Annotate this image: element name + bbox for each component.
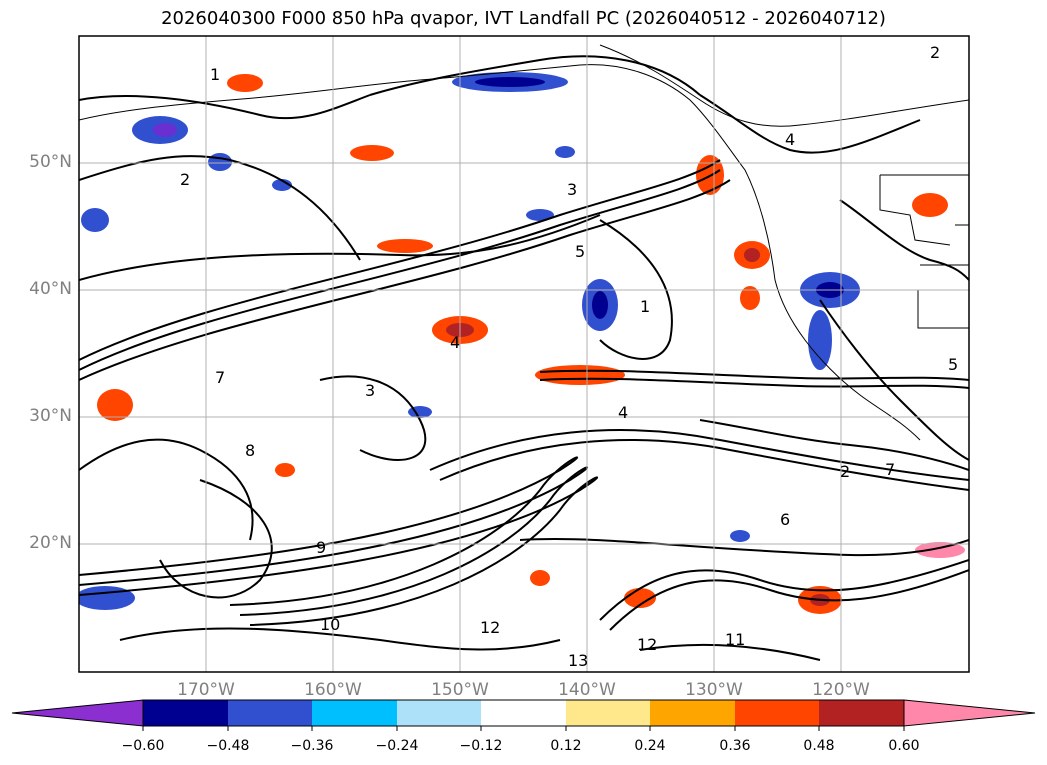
contour-label: 10 — [320, 615, 340, 634]
lon-label-170w: 170°W — [177, 680, 235, 700]
contour-label: 2 — [840, 462, 850, 481]
contour-label: 5 — [948, 355, 958, 374]
contour-labels: 2 1 3 5 4 7 6 9 8 10 11 12 13 2 3 4 1 2 … — [180, 43, 958, 670]
contour-label: 4 — [450, 333, 460, 352]
colorbar-segment — [312, 700, 397, 726]
colorbar-segment — [397, 700, 481, 726]
map-title: 2026040300 F000 850 hPa qvapor, IVT Land… — [161, 8, 886, 29]
colorbar-tick-label: −0.48 — [206, 738, 250, 754]
lon-label-140w: 140°W — [558, 680, 616, 700]
lat-label-50n: 50°N — [29, 152, 72, 172]
contour-label: 12 — [480, 618, 500, 637]
lat-label-40n: 40°N — [29, 279, 72, 299]
colorbar-segment — [566, 700, 650, 726]
lat-label-20n: 20°N — [29, 533, 72, 553]
map-background — [79, 36, 969, 672]
colorbar-tick-label: −0.36 — [290, 738, 334, 754]
coastlines — [79, 44, 969, 441]
colorbar-segment — [819, 700, 904, 726]
contour-label: 12 — [637, 635, 657, 654]
lon-label-130w: 130°W — [685, 680, 743, 700]
contour-label: 1 — [640, 297, 650, 316]
colorbar-tick-label: 0.48 — [803, 738, 835, 754]
contour-label: 7 — [885, 460, 895, 479]
colorbar-tick-label: 0.24 — [634, 738, 666, 754]
colorbar-segment — [228, 700, 312, 726]
colorbar — [11, 699, 1036, 731]
colorbar-segment — [143, 700, 228, 726]
contour-label: 6 — [780, 510, 790, 529]
contour-label: 7 — [215, 368, 225, 387]
contour-label: 13 — [568, 651, 588, 670]
colorbar-tick-label: −0.24 — [375, 738, 419, 754]
contour-label: 3 — [567, 180, 577, 199]
contour-label: 9 — [316, 538, 326, 557]
lon-label-120w: 120°W — [812, 680, 870, 700]
gridlines — [79, 36, 969, 672]
ivt-contours — [79, 55, 969, 661]
colorbar-extend-left — [11, 699, 144, 727]
colorbar-segment — [481, 700, 566, 726]
contour-label: 4 — [618, 403, 628, 422]
colorbar-tick-label: 0.60 — [888, 738, 920, 754]
colorbar-segment — [650, 700, 735, 726]
map-layers: 2 1 3 5 4 7 6 9 8 10 11 12 13 2 3 4 1 2 … — [79, 36, 969, 672]
lon-label-150w: 150°W — [431, 680, 489, 700]
colorbar-segment — [735, 700, 819, 726]
contour-label: 11 — [725, 630, 745, 649]
colorbar-extend-right — [903, 699, 1036, 727]
contour-label: 8 — [245, 441, 255, 460]
colorbar-tick-label: 0.36 — [719, 738, 751, 754]
lat-label-30n: 30°N — [29, 406, 72, 426]
contour-label: 1 — [210, 65, 220, 84]
map-frame — [78, 35, 970, 673]
lon-label-160w: 160°W — [304, 680, 362, 700]
colorbar-tick-label: −0.12 — [459, 738, 503, 754]
contour-label: 3 — [365, 381, 375, 400]
contour-label: 5 — [575, 242, 585, 261]
contour-label: 2 — [930, 43, 940, 62]
contour-label: 4 — [785, 130, 795, 149]
colorbar-tick-label: 0.12 — [550, 738, 582, 754]
colorbar-tick-label: −0.60 — [121, 738, 165, 754]
contour-label: 2 — [180, 170, 190, 189]
